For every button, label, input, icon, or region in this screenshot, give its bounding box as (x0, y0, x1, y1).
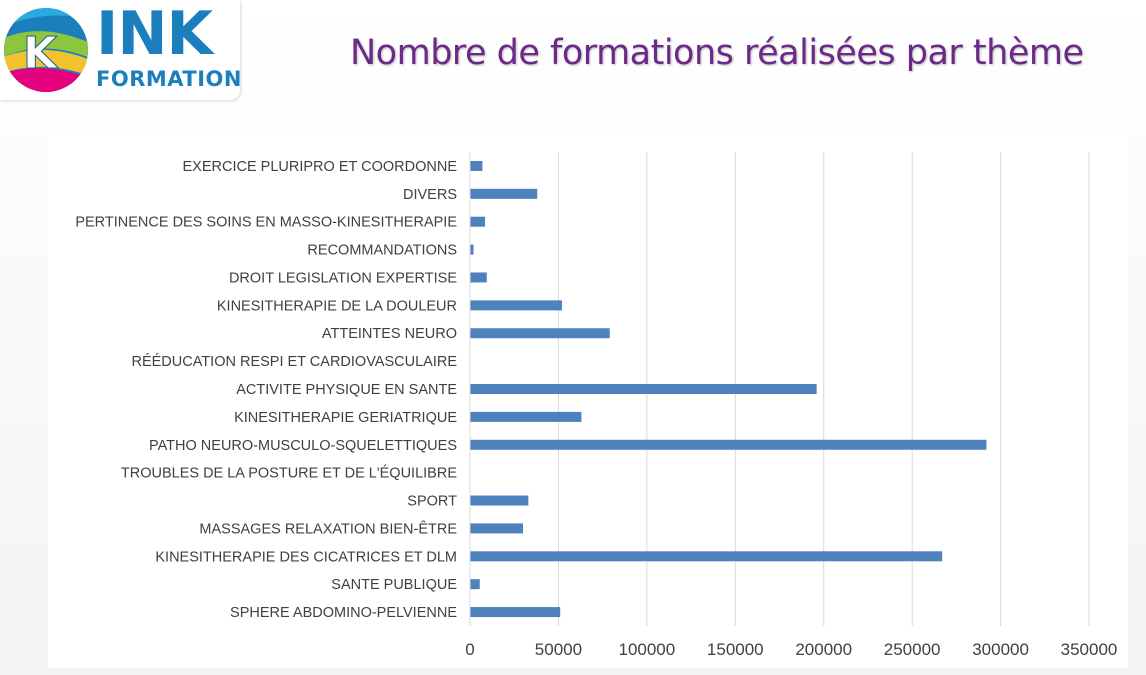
category-label: RECOMMANDATIONS (307, 243, 457, 259)
category-label: PATHO NEURO-MUSCULO-SQUELETTIQUES (149, 438, 457, 454)
bar (470, 551, 943, 562)
category-label: DROIT LEGISLATION EXPERTISE (229, 270, 457, 286)
bar (470, 188, 538, 199)
category-label: SANTE PUBLIQUE (331, 577, 457, 593)
bar (470, 495, 529, 506)
x-tick-label: 0 (465, 640, 474, 659)
ink-formation-logo: K INK FORMATION (0, 0, 242, 100)
logo-letter: K (23, 28, 59, 79)
category-label: KINESITHERAPIE GERIATRIQUE (234, 410, 457, 426)
bar (470, 607, 561, 618)
logo-emblem-icon: K (4, 8, 88, 92)
bar-chart: 0 50000 100000 150000 200000 250000 300000 3500… (75, 152, 1118, 659)
category-label: ACTIVITE PHYSIQUE EN SANTE (236, 382, 457, 398)
category-label: PERTINENCE DES SOINS EN MASSO-KINESITHER… (75, 215, 457, 231)
bar (470, 244, 474, 255)
logo-sub-text: FORMATION (96, 67, 242, 91)
slide-title: Nombre de formations réalisées par thème (350, 33, 1084, 73)
category-label: KINESITHERAPIE DES CICATRICES ET DLM (155, 549, 457, 565)
category-label: KINESITHERAPIE DE LA DOULEUR (217, 298, 457, 314)
x-tick-label: 300000 (972, 640, 1029, 659)
x-tick-label: 250000 (884, 640, 941, 659)
category-label: RÉÉDUCATION RESPI ET CARDIOVASCULAIRE (131, 353, 457, 370)
logo-brand-text: INK (96, 0, 213, 69)
x-tick-label: 350000 (1061, 640, 1118, 659)
category-label: TROUBLES DE LA POSTURE ET DE L'ÉQUILIBRE (121, 465, 457, 482)
x-tick-label: 50000 (535, 640, 582, 659)
chart-panel: 0 50000 100000 150000 200000 250000 300000 3500… (48, 134, 1128, 668)
x-tick-label: 100000 (618, 640, 675, 659)
bar (470, 439, 987, 450)
x-tick-label: 150000 (707, 640, 764, 659)
bar (470, 216, 486, 227)
category-label: DIVERS (403, 187, 457, 203)
bar (470, 300, 562, 311)
category-label: SPORT (407, 494, 457, 510)
bar (470, 411, 582, 422)
bar (470, 160, 483, 171)
bar (470, 328, 610, 339)
bar (470, 579, 480, 590)
category-label: MASSAGES RELAXATION BIEN-ÊTRE (199, 520, 457, 537)
bar (470, 523, 524, 534)
bar (470, 384, 817, 394)
bar (470, 272, 487, 283)
category-label: EXERCICE PLURIPRO ET COORDONNE (183, 159, 458, 175)
category-label: SPHERE ABDOMINO-PELVIENNE (230, 605, 457, 621)
category-label: ATTEINTES NEURO (322, 326, 457, 342)
x-tick-label: 200000 (795, 640, 852, 659)
